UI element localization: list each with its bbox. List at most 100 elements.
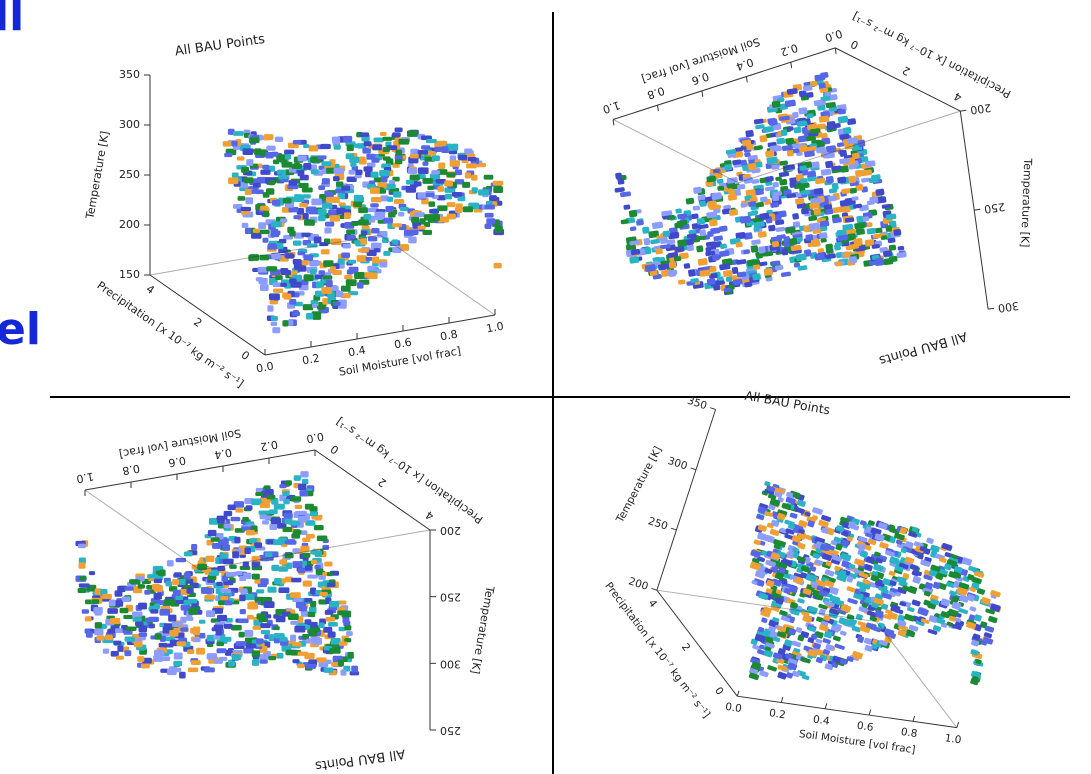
point xyxy=(346,176,357,183)
box-edge xyxy=(876,621,958,728)
point xyxy=(239,575,247,582)
point xyxy=(623,204,631,210)
point xyxy=(142,657,152,664)
point xyxy=(835,251,843,259)
point xyxy=(881,203,891,209)
point xyxy=(693,186,702,194)
point xyxy=(771,260,781,266)
point xyxy=(786,149,794,157)
point xyxy=(260,578,269,585)
point xyxy=(296,207,305,215)
point xyxy=(465,149,473,154)
point xyxy=(146,585,154,590)
point xyxy=(422,161,429,166)
point xyxy=(846,536,853,542)
point xyxy=(857,635,865,643)
point xyxy=(823,630,833,639)
point xyxy=(940,611,951,619)
x-tick-label: 0.8 xyxy=(646,84,667,102)
point xyxy=(889,556,900,565)
point xyxy=(725,149,737,155)
point xyxy=(825,101,836,109)
point xyxy=(467,157,477,162)
point xyxy=(807,520,815,528)
point xyxy=(324,561,333,567)
z-tick xyxy=(710,407,716,410)
point xyxy=(813,99,824,107)
point xyxy=(776,631,787,638)
point xyxy=(768,626,776,633)
point xyxy=(333,167,345,174)
box-edge xyxy=(656,589,877,623)
point xyxy=(290,634,297,642)
point xyxy=(256,613,266,620)
point xyxy=(417,225,426,230)
point xyxy=(835,525,845,533)
point xyxy=(765,642,775,649)
point xyxy=(950,553,959,560)
point xyxy=(879,541,889,550)
point xyxy=(956,586,968,596)
point xyxy=(767,665,777,672)
point xyxy=(898,624,908,632)
point xyxy=(899,527,908,535)
point xyxy=(805,573,817,583)
x-axis xyxy=(737,695,957,729)
point xyxy=(809,128,821,134)
point xyxy=(335,290,344,298)
point xyxy=(771,241,780,248)
point xyxy=(875,188,885,196)
x-tick-label: 0.4 xyxy=(347,344,366,360)
point xyxy=(451,192,463,197)
x-tick-label: 0.0 xyxy=(823,27,844,45)
point xyxy=(909,564,919,571)
point xyxy=(882,578,891,586)
point xyxy=(887,611,898,620)
point-cloud xyxy=(222,127,505,334)
point xyxy=(271,497,279,505)
point xyxy=(765,186,775,192)
point xyxy=(859,585,867,593)
point xyxy=(417,149,428,155)
point xyxy=(362,181,369,187)
point xyxy=(336,606,346,612)
point xyxy=(807,626,816,632)
point xyxy=(861,177,871,183)
point xyxy=(748,201,757,207)
point xyxy=(309,259,318,266)
point xyxy=(484,204,495,210)
point xyxy=(159,608,171,616)
point xyxy=(353,201,363,208)
point xyxy=(124,636,135,642)
point xyxy=(262,237,269,243)
point xyxy=(883,250,893,257)
point xyxy=(966,594,975,602)
point xyxy=(262,192,270,198)
point xyxy=(764,636,774,643)
point xyxy=(258,229,270,235)
point xyxy=(379,131,387,136)
point xyxy=(129,579,139,584)
point xyxy=(436,195,446,201)
point xyxy=(719,250,730,257)
point xyxy=(325,616,336,622)
point xyxy=(775,219,785,226)
point xyxy=(790,607,801,616)
point xyxy=(778,566,787,574)
x-tick-label: 0.4 xyxy=(213,446,232,462)
point xyxy=(722,269,733,277)
point xyxy=(917,607,928,616)
point xyxy=(353,194,364,202)
x-tick xyxy=(657,105,659,112)
point xyxy=(628,209,638,218)
point xyxy=(258,654,270,660)
point xyxy=(466,163,477,169)
point xyxy=(659,236,669,244)
point xyxy=(620,191,632,198)
point xyxy=(764,251,774,257)
point xyxy=(437,186,445,192)
point xyxy=(766,486,776,493)
point xyxy=(483,174,494,180)
point xyxy=(84,616,92,622)
point xyxy=(322,298,329,305)
